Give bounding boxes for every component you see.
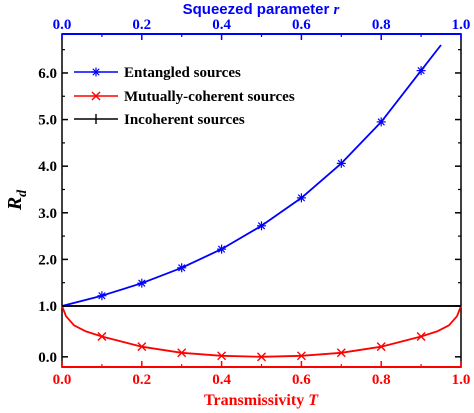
data-point-marker	[178, 264, 186, 272]
data-point-marker	[377, 118, 385, 126]
top-tick-label: 0.4	[212, 17, 231, 33]
top-axis-title: Squeezed parameter r	[183, 1, 340, 18]
data-point-marker	[217, 351, 227, 361]
series-layer	[61, 44, 462, 362]
legend-entry-entangled: Entangled sources	[74, 65, 241, 81]
data-point-marker	[297, 194, 306, 202]
left-axis-ticks: 1.0 2.0 3.0 4.0 5.0 6.0 0.0	[38, 49, 461, 366]
left-tick-label: 4.0	[38, 159, 57, 175]
bottom-tick-label: 0.0	[53, 372, 72, 388]
legend-entry-mutually-coherent: Mutually-coherent sources	[74, 89, 295, 105]
bottom-axis-title: Transmissivity T	[204, 392, 319, 409]
legend-marker	[92, 68, 100, 76]
left-axis-title: Rd	[4, 189, 30, 211]
series-line	[61, 305, 462, 358]
top-axis-title-var: r	[334, 2, 340, 18]
plot-frame	[61, 33, 462, 368]
top-axis-ticks: 0.0 0.2 0.4 0.6 0.8 1.0	[53, 17, 471, 40]
top-tick-label: 0.2	[132, 17, 151, 33]
bottom-tick-label: 0.8	[372, 372, 391, 388]
top-tick-label: 0.8	[372, 17, 391, 33]
data-point-marker	[376, 342, 386, 352]
left-tick-label: 2.0	[38, 252, 57, 268]
legend-marker	[91, 91, 101, 101]
legend-label-incoherent: Incoherent sources	[124, 112, 245, 128]
series-0	[61, 44, 442, 307]
left-tick-label: 1.0	[38, 299, 57, 315]
bottom-axis-ticks: 0.0 0.2 0.4 0.6 0.8 1.0	[53, 361, 471, 388]
data-point-marker	[257, 222, 266, 230]
legend-label-entangled: Entangled sources	[124, 65, 241, 81]
series-1	[61, 305, 462, 362]
bottom-tick-label: 0.4	[212, 372, 231, 388]
data-point-marker	[296, 351, 306, 361]
data-point-marker	[98, 292, 106, 300]
left-tick-label: 3.0	[38, 206, 57, 222]
bottom-axis-title-var: T	[308, 392, 319, 409]
legend-label-mutually-coherent: Mutually-coherent sources	[124, 89, 295, 105]
left-tick-label: 5.0	[38, 113, 57, 129]
plot-frame-border	[61, 33, 462, 368]
left-axis-title-var: R	[4, 197, 26, 211]
legend-entry-incoherent: Incoherent sources	[74, 112, 245, 128]
data-point-marker	[177, 348, 187, 358]
data-point-marker	[138, 279, 146, 287]
data-point-marker	[417, 66, 425, 75]
left-tick-label: 0.0	[38, 350, 57, 366]
top-tick-label: 0.0	[53, 17, 72, 33]
bottom-tick-label: 0.2	[132, 372, 151, 388]
data-point-marker	[217, 245, 226, 253]
bottom-axis-title-text: Transmissivity	[204, 392, 304, 409]
legend: Entangled sources Mutually-coherent sour…	[74, 65, 295, 128]
data-point-marker	[337, 159, 345, 168]
left-tick-label: 6.0	[38, 66, 57, 82]
data-point-marker	[416, 332, 426, 341]
series-line	[61, 44, 442, 307]
bottom-tick-label: 0.6	[292, 372, 311, 388]
top-tick-label: 0.6	[292, 17, 311, 33]
top-tick-label: 1.0	[452, 17, 471, 33]
bottom-tick-label: 1.0	[452, 372, 471, 388]
data-point-marker	[97, 332, 107, 341]
left-axis-title-sub: d	[15, 189, 30, 197]
data-point-marker	[336, 348, 346, 358]
data-point-marker	[137, 342, 147, 352]
data-point-marker	[257, 352, 266, 362]
top-axis-title-text: Squeezed parameter	[183, 1, 330, 18]
